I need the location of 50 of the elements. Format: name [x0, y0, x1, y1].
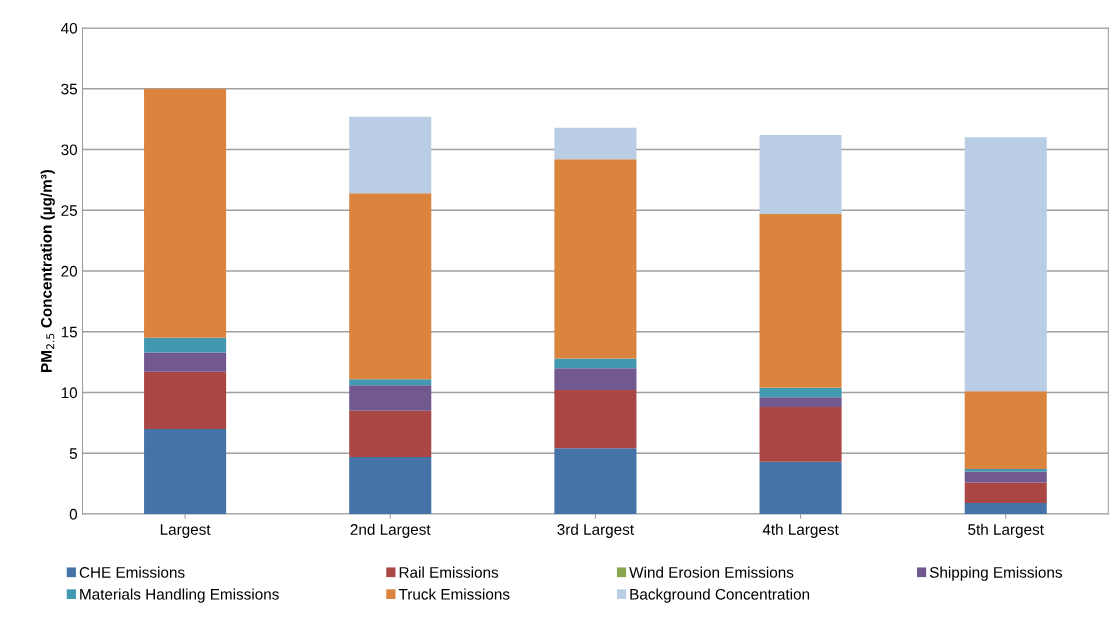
x-tick-label: Largest: [160, 524, 211, 538]
bar: [759, 397, 842, 408]
bar: [554, 448, 637, 514]
legend-label: Background Concentration: [630, 588, 810, 603]
y-tick-label: 35: [61, 83, 78, 95]
bar: [554, 159, 637, 359]
y-tick-label: 40: [61, 22, 78, 34]
bar: [964, 137, 1047, 392]
bar: [759, 407, 842, 462]
legend-label: Shipping Emissions: [929, 566, 1062, 581]
x-tick-label: 4th Largest: [762, 523, 839, 538]
legend-label: CHE Emissions: [79, 566, 185, 578]
bar: [759, 213, 842, 388]
legend-label: Truck Emissions: [398, 588, 510, 600]
bar: [349, 410, 432, 457]
y-tick-label: 25: [61, 205, 78, 216]
bar: [349, 385, 432, 411]
bar: [349, 456, 432, 514]
bar: [144, 352, 227, 372]
bar: [759, 134, 842, 214]
y-tick-label: 5: [69, 448, 78, 459]
y-tick-label: 0: [69, 508, 78, 520]
legend-label: Rail Emissions: [399, 566, 499, 578]
bar: [554, 127, 637, 160]
bar: [964, 471, 1047, 483]
bar: [349, 116, 432, 194]
x-tick-label: 5th Largest: [968, 523, 1044, 538]
y-axis-title: PM$_{2.5}$ Concentration (µg/m³): [40, 169, 55, 372]
bar: [349, 193, 432, 380]
bar: [964, 482, 1047, 504]
y-tick-label: 15: [61, 326, 78, 338]
bar: [964, 503, 1047, 514]
bar: [759, 387, 842, 398]
bar: [759, 461, 842, 514]
legend-label: Wind Erosion Emissions: [629, 566, 794, 578]
bar: [144, 371, 227, 429]
bar: [554, 368, 637, 391]
bar: [554, 390, 637, 449]
bar: [349, 379, 432, 386]
x-tick-label: 2nd Largest: [350, 523, 431, 538]
bar: [144, 88, 227, 338]
bar: [144, 337, 227, 353]
bar: [144, 428, 227, 514]
x-tick-label: 3rd Largest: [557, 523, 634, 538]
y-tick-label: 20: [61, 265, 78, 277]
y-tick-label: 10: [61, 387, 78, 399]
bar: [964, 391, 1047, 470]
legend-label: Materials Handling Emissions: [80, 588, 279, 603]
bar: [554, 358, 637, 369]
y-tick-label: 30: [61, 144, 78, 156]
